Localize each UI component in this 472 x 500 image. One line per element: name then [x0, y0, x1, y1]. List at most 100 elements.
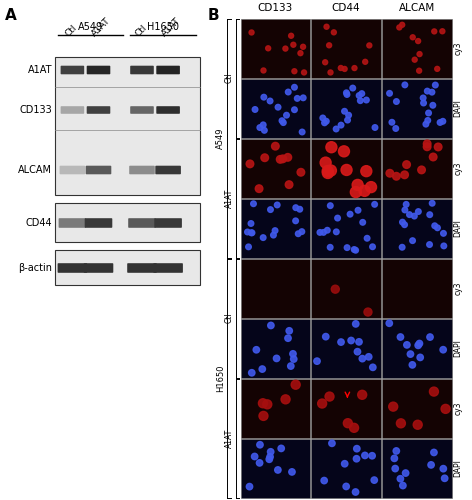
Bar — [382, 318, 452, 378]
Circle shape — [416, 340, 422, 346]
Circle shape — [323, 60, 328, 65]
Bar — [55, 203, 200, 242]
Circle shape — [343, 418, 352, 428]
Bar — [55, 250, 200, 285]
Circle shape — [356, 92, 362, 98]
Circle shape — [372, 124, 378, 130]
FancyBboxPatch shape — [86, 166, 111, 174]
Circle shape — [362, 60, 368, 64]
Circle shape — [293, 205, 299, 210]
Circle shape — [324, 24, 329, 29]
Circle shape — [386, 170, 394, 177]
Circle shape — [266, 456, 272, 462]
Circle shape — [246, 160, 254, 168]
Circle shape — [248, 220, 254, 226]
Circle shape — [320, 230, 326, 235]
Circle shape — [333, 126, 339, 132]
Circle shape — [279, 118, 285, 124]
Bar — [382, 18, 452, 78]
Circle shape — [391, 455, 397, 462]
FancyBboxPatch shape — [153, 263, 183, 273]
Circle shape — [435, 66, 440, 71]
Circle shape — [321, 478, 328, 484]
Circle shape — [400, 22, 405, 28]
FancyBboxPatch shape — [154, 218, 182, 228]
Text: β-actin: β-actin — [18, 263, 52, 273]
Circle shape — [261, 154, 269, 162]
Circle shape — [397, 476, 404, 482]
Circle shape — [288, 34, 294, 38]
Circle shape — [415, 342, 421, 348]
Text: Ctl: Ctl — [64, 23, 79, 38]
Circle shape — [292, 84, 297, 90]
Circle shape — [354, 456, 360, 462]
Circle shape — [343, 483, 349, 490]
Circle shape — [431, 450, 437, 456]
Circle shape — [425, 118, 430, 123]
FancyBboxPatch shape — [128, 218, 156, 228]
Circle shape — [268, 207, 273, 212]
FancyBboxPatch shape — [60, 66, 84, 74]
Circle shape — [295, 96, 300, 101]
Circle shape — [421, 100, 426, 106]
Circle shape — [314, 358, 320, 364]
Circle shape — [423, 140, 431, 147]
Circle shape — [432, 223, 438, 228]
Circle shape — [417, 52, 422, 57]
Circle shape — [326, 142, 337, 152]
Text: CD44: CD44 — [25, 218, 52, 228]
Circle shape — [400, 482, 406, 489]
Circle shape — [289, 468, 295, 475]
FancyBboxPatch shape — [130, 66, 154, 74]
Circle shape — [353, 248, 358, 253]
Circle shape — [338, 146, 349, 157]
Circle shape — [365, 354, 372, 360]
Circle shape — [365, 182, 377, 192]
Circle shape — [344, 90, 349, 96]
Circle shape — [320, 115, 326, 121]
Text: cy3: cy3 — [454, 281, 463, 294]
Circle shape — [323, 118, 329, 124]
Bar — [382, 438, 452, 498]
Circle shape — [279, 155, 287, 162]
Circle shape — [261, 68, 266, 73]
Circle shape — [317, 230, 323, 235]
Circle shape — [441, 230, 446, 236]
Circle shape — [301, 44, 305, 50]
Circle shape — [325, 165, 337, 176]
Text: Ctl: Ctl — [225, 72, 234, 84]
Circle shape — [392, 466, 398, 472]
Circle shape — [275, 466, 281, 473]
Circle shape — [325, 392, 334, 401]
FancyBboxPatch shape — [129, 166, 155, 174]
Circle shape — [261, 235, 266, 240]
Circle shape — [371, 477, 378, 484]
Circle shape — [268, 448, 274, 455]
Circle shape — [342, 460, 348, 467]
Circle shape — [440, 29, 445, 34]
Circle shape — [353, 489, 359, 495]
Circle shape — [344, 92, 350, 98]
Circle shape — [362, 452, 368, 458]
Text: cy3: cy3 — [454, 401, 463, 415]
Circle shape — [328, 244, 333, 250]
Circle shape — [386, 320, 393, 326]
Circle shape — [424, 88, 430, 94]
Circle shape — [423, 122, 429, 127]
Circle shape — [268, 322, 274, 328]
Bar — [241, 138, 310, 198]
Circle shape — [350, 86, 355, 91]
Circle shape — [432, 82, 438, 88]
Circle shape — [267, 454, 273, 460]
Circle shape — [415, 209, 421, 214]
Circle shape — [299, 129, 305, 135]
Circle shape — [322, 120, 327, 126]
Text: A: A — [5, 8, 17, 23]
Text: A1AT: A1AT — [160, 16, 182, 38]
Circle shape — [354, 446, 360, 452]
FancyBboxPatch shape — [155, 166, 181, 174]
Circle shape — [354, 348, 361, 355]
Circle shape — [249, 370, 255, 376]
Circle shape — [428, 462, 434, 468]
FancyBboxPatch shape — [127, 263, 157, 273]
